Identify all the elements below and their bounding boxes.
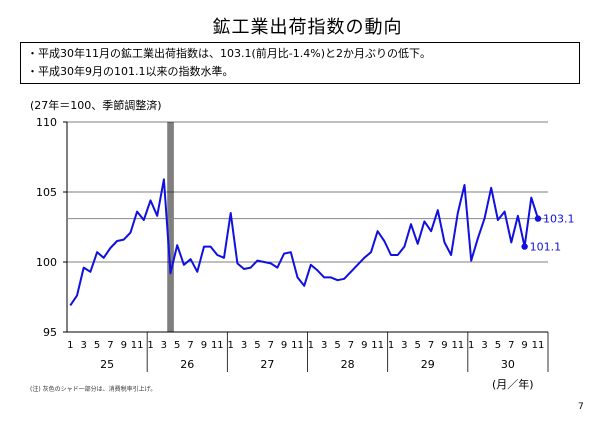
- x-tick-label: 7: [428, 340, 434, 351]
- x-tick-label: 9: [521, 340, 527, 351]
- x-tick-label: 3: [81, 340, 87, 351]
- x-tick-label: 11: [451, 340, 464, 351]
- x-tick-label: 1: [67, 340, 73, 351]
- x-tick-label: 1: [227, 340, 233, 351]
- page-number: 7: [578, 402, 584, 412]
- x-tick-label: 1: [468, 340, 474, 351]
- x-tick-label: 7: [107, 340, 113, 351]
- x-tick-label: 5: [174, 340, 180, 351]
- y-axis-label: (27年＝100、季節調整済): [30, 99, 162, 112]
- x-tick-label: 9: [441, 340, 447, 351]
- x-tick-label: 7: [268, 340, 274, 351]
- x-tick-label: 11: [211, 340, 224, 351]
- x-tick-label: 7: [348, 340, 354, 351]
- year-label: 25: [100, 358, 114, 371]
- footnote: (注) 灰色のシャド一部分は、消費税率引上げ。: [30, 386, 157, 393]
- x-tick-label: 3: [161, 340, 167, 351]
- x-tick-label: 11: [532, 340, 545, 351]
- x-tick-label: 11: [291, 340, 304, 351]
- x-tick-label: 3: [401, 340, 407, 351]
- x-axis-unit-label: (月／年): [492, 378, 534, 391]
- x-tick-label: 9: [361, 340, 367, 351]
- x-tick-label: 9: [201, 340, 207, 351]
- x-tick-label: 1: [308, 340, 314, 351]
- x-tick-label: 5: [254, 340, 260, 351]
- y-tick-label: 100: [36, 256, 57, 269]
- x-tick-label: 7: [187, 340, 193, 351]
- y-tick-label: 105: [36, 186, 57, 199]
- year-label: 29: [421, 358, 435, 371]
- data-point: [521, 243, 528, 250]
- x-tick-label: 5: [415, 340, 421, 351]
- data-point: [534, 215, 542, 222]
- x-tick-label: 7: [508, 340, 514, 351]
- series-line: [69, 178, 539, 306]
- x-tick-label: 1: [388, 340, 394, 351]
- summary-box: ・平成30年11月の鉱工業出荷指数は、103.1(前月比-1.4%)と2か月ぶり…: [20, 42, 580, 84]
- x-tick-label: 3: [241, 340, 247, 351]
- x-tick-label: 9: [121, 340, 127, 351]
- data-label: 103.1: [543, 213, 575, 226]
- year-label: 28: [341, 358, 355, 371]
- page-title: 鉱工業出荷指数の動向: [212, 17, 403, 38]
- year-label: 30: [501, 358, 515, 371]
- summary-line-2: ・平成30年9月の101.1以来の指数水準。: [27, 65, 234, 78]
- x-tick-label: 1: [147, 340, 153, 351]
- x-tick-label: 5: [495, 340, 501, 351]
- year-label: 27: [260, 358, 274, 371]
- x-tick-label: 5: [334, 340, 340, 351]
- year-label: 26: [180, 358, 194, 371]
- data-label: 101.1: [530, 241, 562, 254]
- x-tick-label: 9: [281, 340, 287, 351]
- tax-hike-shade: [167, 122, 174, 332]
- x-tick-label: 3: [321, 340, 327, 351]
- x-tick-label: 11: [131, 340, 144, 351]
- x-tick-label: 5: [94, 340, 100, 351]
- y-tick-label: 95: [43, 326, 57, 339]
- x-tick-label: 11: [371, 340, 384, 351]
- x-tick-label: 3: [481, 340, 487, 351]
- y-tick-label: 110: [36, 116, 57, 129]
- summary-line-1: ・平成30年11月の鉱工業出荷指数は、103.1(前月比-1.4%)と2か月ぶり…: [27, 47, 431, 60]
